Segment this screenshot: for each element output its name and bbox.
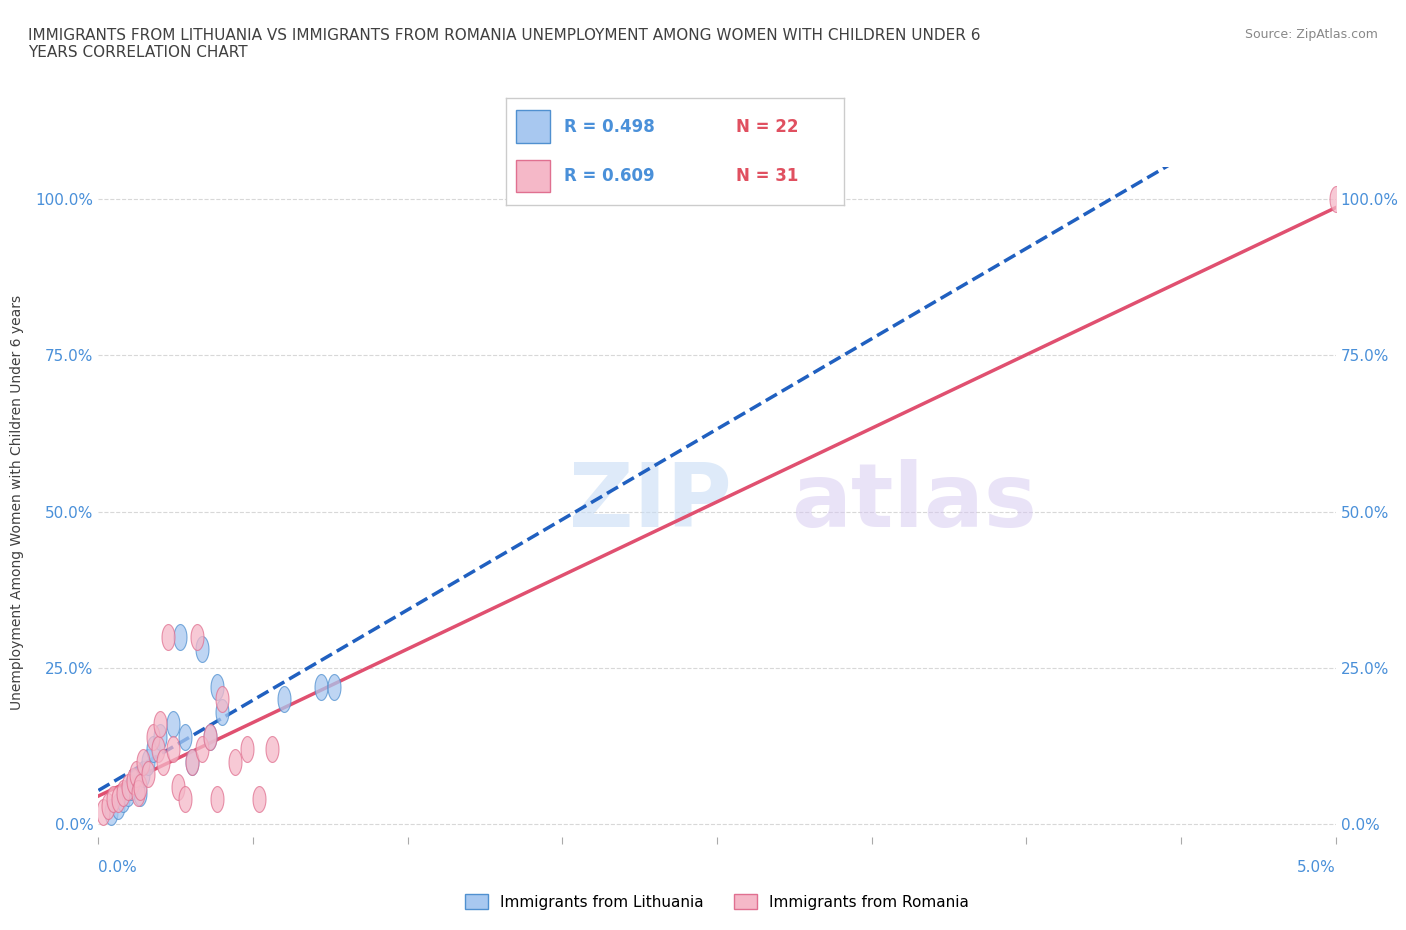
Point [166,779,188,794]
Legend: Immigrants from Lithuania, Immigrants from Romania: Immigrants from Lithuania, Immigrants fr… [465,894,969,910]
Point [198,729,221,744]
Point [260,742,283,757]
Y-axis label: Unemployment Among Women with Children Under 6 years: Unemployment Among Women with Children U… [10,295,24,710]
Point [136,767,159,782]
Point [107,798,129,813]
Text: N = 31: N = 31 [735,166,799,185]
Point [236,742,259,757]
Point [97,798,120,813]
Point [211,704,233,719]
Point [309,680,332,695]
Text: IMMIGRANTS FROM LITHUANIA VS IMMIGRANTS FROM ROMANIA UNEMPLOYMENT AMONG WOMEN WI: IMMIGRANTS FROM LITHUANIA VS IMMIGRANTS … [28,28,980,60]
Point [174,729,197,744]
Point [136,754,159,769]
Point [162,742,184,757]
Text: Source: ZipAtlas.com: Source: ZipAtlas.com [1244,28,1378,41]
Point [273,692,295,707]
Text: R = 0.498: R = 0.498 [564,117,654,136]
Text: N = 22: N = 22 [735,117,799,136]
FancyBboxPatch shape [516,160,550,192]
Point [181,754,204,769]
Point [107,792,129,807]
Point [322,680,344,695]
Point [191,642,214,657]
Point [142,742,165,757]
Point [112,792,135,807]
FancyBboxPatch shape [516,111,550,142]
Point [103,792,125,807]
Text: 5.0%: 5.0% [1296,860,1336,875]
Point [162,717,184,732]
Point [100,804,122,819]
Point [120,779,142,794]
Point [132,767,155,782]
Point [174,792,197,807]
Point [117,779,139,794]
Text: 0.0%: 0.0% [98,860,138,875]
Point [129,779,152,794]
Point [124,767,146,782]
Point [191,742,214,757]
Point [129,786,152,801]
Point [169,630,191,644]
Point [186,630,208,644]
Point [198,729,221,744]
Point [247,792,270,807]
Point [124,773,146,788]
Point [142,729,165,744]
Point [132,754,155,769]
Point [149,717,172,732]
Point [205,792,228,807]
Point [156,630,179,644]
Point [149,729,172,744]
Point [211,692,233,707]
Point [205,680,228,695]
Point [224,754,246,769]
Text: atlas: atlas [792,458,1038,546]
Text: ZIP: ZIP [568,458,731,546]
Point [181,754,204,769]
Point [146,742,169,757]
Point [117,786,139,801]
Point [127,786,149,801]
Point [1324,192,1347,206]
Point [122,773,145,788]
Text: R = 0.609: R = 0.609 [564,166,654,185]
Point [152,754,174,769]
Point [112,786,135,801]
Point [93,804,115,819]
